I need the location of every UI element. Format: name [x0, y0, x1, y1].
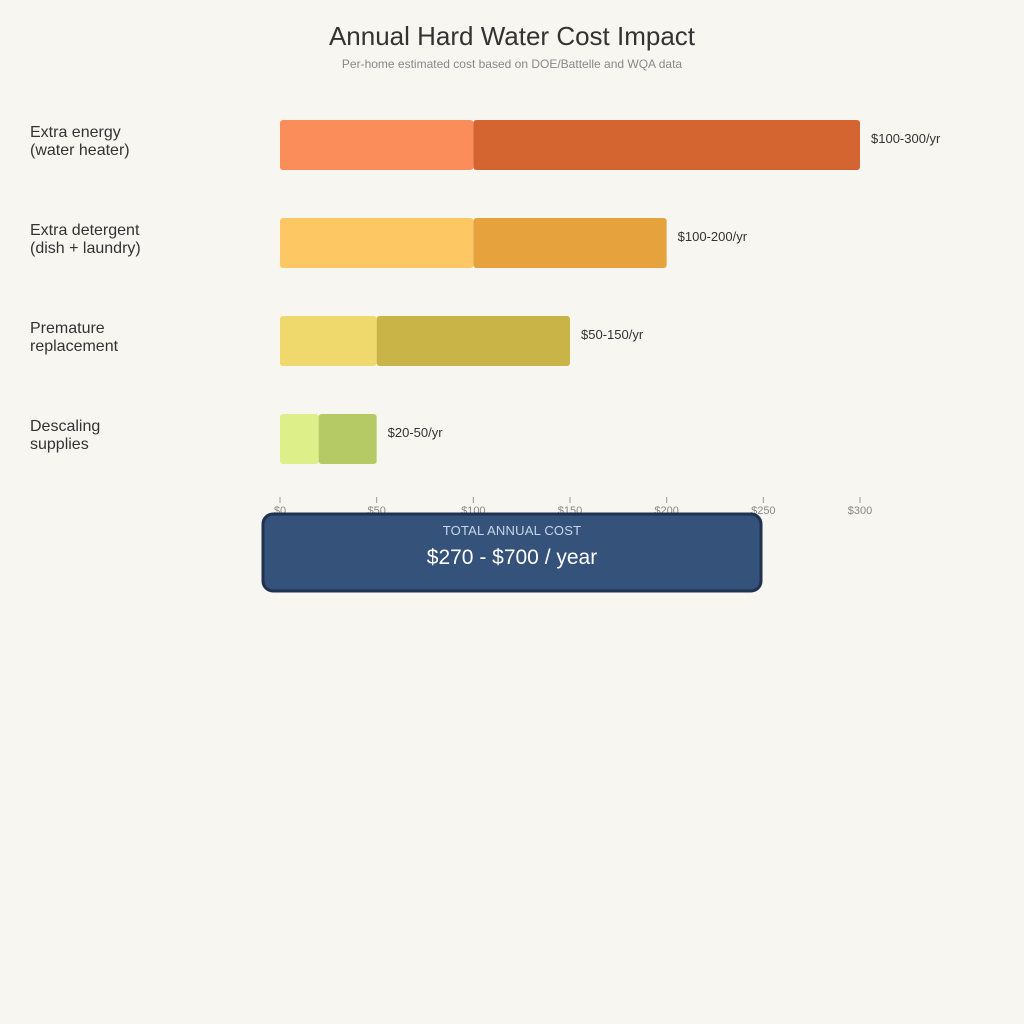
range-label: $50-150/yr [581, 327, 644, 342]
bars-group: Extra energy (water heater)$100-300/yrExt… [30, 120, 941, 464]
bar-row: Descaling supplies $20-50/yr [30, 414, 443, 464]
category-label-line: Descaling [30, 418, 100, 435]
category-label-line: (dish + laundry) [30, 240, 141, 257]
range-label: $20-50/yr [388, 425, 444, 440]
category-label: Extra detergent (dish + laundry) [30, 222, 141, 257]
category-label-line: Premature [30, 320, 105, 337]
total-caption: TOTAL ANNUAL COST [443, 523, 582, 538]
total-value: $270 - $700 / year [427, 546, 597, 569]
category-label: Descaling supplies [30, 418, 100, 453]
x-tick-label: $300 [848, 505, 872, 517]
category-label-line: replacement [30, 338, 119, 355]
range-label: $100-200/yr [678, 229, 748, 244]
bar-range-segment [318, 414, 377, 464]
x-tick-label: $250 [751, 505, 775, 517]
bar-range-segment [473, 218, 667, 268]
bar-row: Premature replacement $50-150/yr [30, 316, 644, 366]
bar-row: Extra energy (water heater) $100-300/yr [30, 120, 941, 170]
total-box: TOTAL ANNUAL COST $270 - $700 / year [261, 512, 763, 593]
category-label-line: (water heater) [30, 142, 130, 159]
category-label-line: Extra energy [30, 124, 121, 141]
chart-title: Annual Hard Water Cost Impact [329, 21, 696, 51]
bar-low-segment [280, 218, 474, 268]
range-label: $100-300/yr [871, 131, 941, 146]
category-label-line: Extra detergent [30, 222, 140, 239]
bar-row: Extra detergent (dish + laundry) $100-200/… [30, 218, 748, 268]
total-box-background [261, 512, 763, 593]
bar-range-segment [376, 316, 570, 366]
bar-low-segment [280, 316, 377, 366]
category-label: Premature replacement [30, 320, 119, 355]
bar-low-segment [280, 414, 319, 464]
category-label-line: supplies [30, 436, 89, 453]
bar-low-segment [280, 120, 474, 170]
bar-range-segment [473, 120, 860, 170]
chart-subtitle: Per-home estimated cost based on DOE/Bat… [342, 57, 683, 71]
category-label: Extra energy (water heater) [30, 124, 130, 159]
